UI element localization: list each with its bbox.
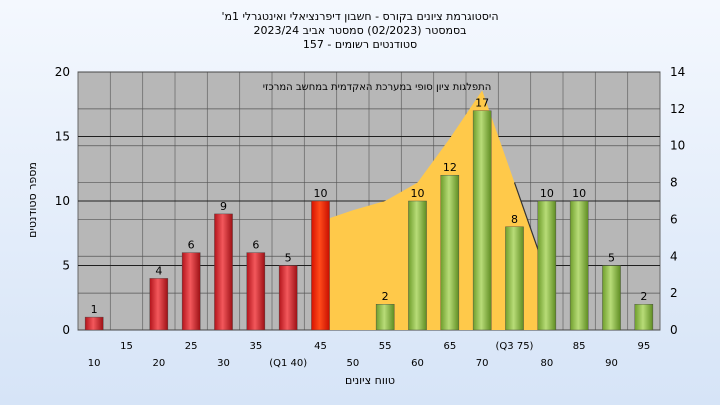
bar-data-label: 9	[220, 200, 227, 213]
x-tick-label: 90	[605, 358, 618, 369]
x-tick-label: 30	[217, 358, 230, 369]
x-tick-label: 55	[379, 341, 392, 352]
bar	[311, 200, 330, 331]
y2-tick-label: 8	[670, 176, 678, 190]
y-tick-label: 5	[62, 259, 70, 273]
bar	[634, 304, 654, 331]
x-tick-label: 80	[540, 358, 553, 369]
y-tick-label: 0	[62, 323, 70, 337]
x-tick-label: 95	[637, 341, 650, 352]
bar-data-label: 10	[540, 187, 554, 200]
x-tick-label: 25	[185, 341, 198, 352]
x-tick-label: 35	[249, 341, 262, 352]
bar	[440, 174, 460, 331]
bar	[84, 316, 104, 331]
chart-title-line-3: סטודנטים רשומים - 157	[302, 38, 418, 51]
y2-tick-label: 2	[670, 286, 678, 300]
x-tick-label: 15	[120, 341, 133, 352]
bar-data-label: 10	[314, 187, 328, 200]
bar	[246, 252, 266, 331]
x-tick-label: 65	[443, 341, 456, 352]
bar-data-label: 8	[511, 213, 518, 226]
x-tick-label: 70	[476, 358, 489, 369]
bar	[472, 110, 492, 331]
bar	[569, 200, 589, 331]
y-tick-label: 10	[55, 194, 70, 208]
x-tick-label: (Q1 40)	[269, 358, 307, 369]
chart-title-line-1: היסטוגרמת ציונים בקורס - חשבון דיפרנציאל…	[221, 10, 499, 23]
x-tick-label: 85	[573, 341, 586, 352]
bar-data-label: 6	[188, 239, 195, 252]
bar	[149, 278, 169, 331]
bar	[181, 252, 201, 331]
area-series-label: התפלגות ציון סופי במערכת האקדמית במחשב ה…	[263, 82, 491, 93]
x-tick-label: 60	[411, 358, 424, 369]
bar-data-label: 17	[475, 97, 489, 110]
x-tick-label: 45	[314, 341, 327, 352]
x-tick-label: (Q3 75)	[496, 341, 534, 352]
x-tick-label: 20	[152, 358, 165, 369]
bar	[278, 265, 298, 331]
bar-data-label: 5	[608, 252, 615, 265]
y2-tick-label: 4	[670, 249, 678, 263]
y2-tick-label: 0	[670, 323, 678, 337]
bar	[602, 265, 621, 331]
y2-tick-label: 14	[670, 65, 685, 79]
x-tick-label: 10	[88, 358, 101, 369]
y-axis-label: מספר סטודנטים	[26, 162, 39, 238]
bar	[375, 304, 395, 331]
bar	[537, 200, 557, 331]
bar-data-label: 12	[443, 161, 457, 174]
y2-tick-label: 12	[670, 102, 685, 116]
y2-tick-label: 10	[670, 139, 685, 153]
y-tick-label: 20	[55, 65, 70, 79]
bar	[408, 200, 427, 331]
x-axis-label: טווח ציונים	[345, 374, 395, 387]
bar-data-label: 2	[640, 290, 647, 303]
bar-data-label: 2	[382, 290, 389, 303]
bar	[505, 226, 524, 331]
y-tick-label: 15	[55, 130, 70, 144]
chart-title-line-2: בסמסטר (02/2023) סמסטר אביב 2023/24	[253, 24, 467, 37]
bar-data-label: 10	[411, 187, 425, 200]
bar-data-label: 5	[285, 252, 292, 265]
bar-data-label: 4	[155, 264, 162, 277]
bar	[214, 213, 233, 331]
x-tick-label: 50	[346, 358, 359, 369]
bar-data-label: 1	[91, 303, 98, 316]
y2-tick-label: 6	[670, 212, 678, 226]
bar-data-label: 6	[252, 239, 259, 252]
bar-data-label: 10	[572, 187, 586, 200]
